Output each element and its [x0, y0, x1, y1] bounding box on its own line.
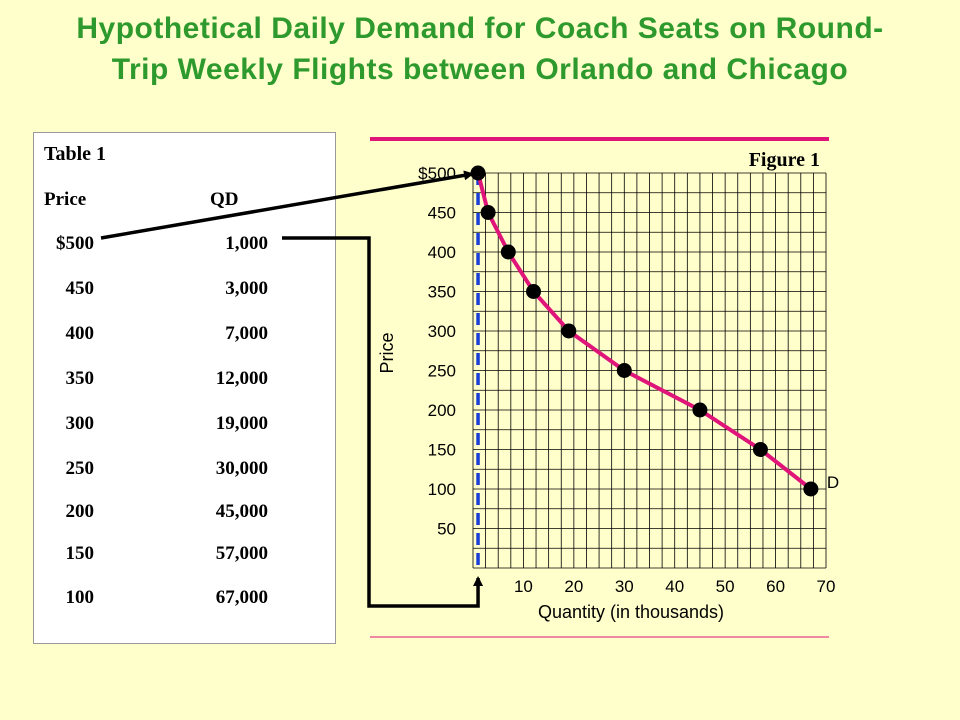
y-tick-label: 400: [428, 243, 456, 262]
table-cell-qd: 3,000: [225, 278, 268, 299]
table-cell-price: 300: [65, 413, 95, 434]
table-row: 200 45,000: [34, 501, 334, 525]
demand-point: [616, 363, 632, 378]
demand-point: [692, 402, 708, 418]
y-tick-label: 350: [428, 283, 456, 302]
y-tick-label: 200: [428, 401, 456, 420]
demand-point: [480, 205, 496, 220]
demand-table: Table 1 Price QD $500 1,000 450 3,000 400 7,0…: [33, 132, 336, 644]
table-row: 450 3,000: [34, 278, 334, 302]
table-row: 350 12,000: [34, 368, 334, 392]
y-tick-label: 100: [428, 480, 456, 499]
table-cell-price: $500: [56, 233, 94, 254]
x-tick-label: 70: [817, 577, 836, 596]
title-line-1: Hypothetical Daily Demand for Coach Seat…: [76, 12, 884, 45]
table-row: 300 19,000: [34, 413, 334, 437]
demand-point: [803, 481, 819, 497]
figure-label: Figure 1: [749, 149, 820, 171]
y-tick-label: 450: [428, 204, 456, 223]
table-cell-qd: 67,000: [215, 587, 268, 608]
x-tick-label: 20: [564, 577, 583, 596]
y-tick-label: 50: [437, 520, 456, 539]
y-tick-label: 250: [428, 362, 456, 381]
table-cell-qd: 45,000: [215, 501, 268, 522]
table-row: $500 1,000: [34, 233, 334, 257]
table-cell-price: 150: [65, 543, 95, 564]
table-cell-qd: 30,000: [215, 458, 268, 479]
table-header-qd: QD: [210, 189, 239, 210]
demand-point: [526, 284, 542, 299]
x-tick-label: 60: [766, 577, 785, 596]
table-cell-qd: 7,000: [225, 323, 268, 344]
x-tick-label: 30: [615, 577, 634, 596]
page-title: Hypothetical Daily Demand for Coach Seat…: [0, 8, 960, 90]
table-row: 150 57,000: [34, 543, 334, 567]
title-line-2: Trip Weekly Flights between Orlando and …: [111, 53, 849, 86]
table-cell-qd: 57,000: [215, 543, 268, 564]
table-cell-price: 350: [65, 368, 95, 389]
table-row: 400 7,000: [34, 323, 334, 347]
y-tick-label: 150: [428, 441, 456, 460]
demand-point: [561, 323, 577, 339]
series-label-d: D: [827, 473, 839, 492]
table-row: 250 30,000: [34, 458, 334, 482]
table-cell-price: 450: [65, 278, 95, 299]
table-cell-qd: 12,000: [215, 368, 268, 389]
table-cell-qd: 19,000: [215, 413, 268, 434]
x-tick-label: 10: [514, 577, 533, 596]
x-tick-label: 40: [665, 577, 684, 596]
table-title: Table 1: [44, 143, 107, 165]
table-cell-price: 250: [65, 458, 95, 479]
demand-point: [470, 165, 486, 181]
table-cell-price: 200: [65, 501, 95, 522]
x-tick-label: 50: [716, 577, 735, 596]
arrow-quantity-to-axis: [282, 236, 484, 608]
arrow-price-to-point: [100, 170, 475, 240]
demand-point: [752, 442, 768, 457]
demand-point: [500, 244, 516, 260]
table-cell-price: 100: [65, 587, 95, 608]
table-header-price: Price: [44, 189, 87, 210]
x-axis-label: Quantity (in thousands): [538, 602, 724, 622]
y-tick-label: 300: [428, 322, 456, 341]
table-cell-price: 400: [65, 323, 95, 344]
table-cell-qd: 1,000: [225, 233, 268, 254]
y-axis-label: Price: [377, 332, 397, 373]
table-row: 100 67,000: [34, 587, 334, 611]
